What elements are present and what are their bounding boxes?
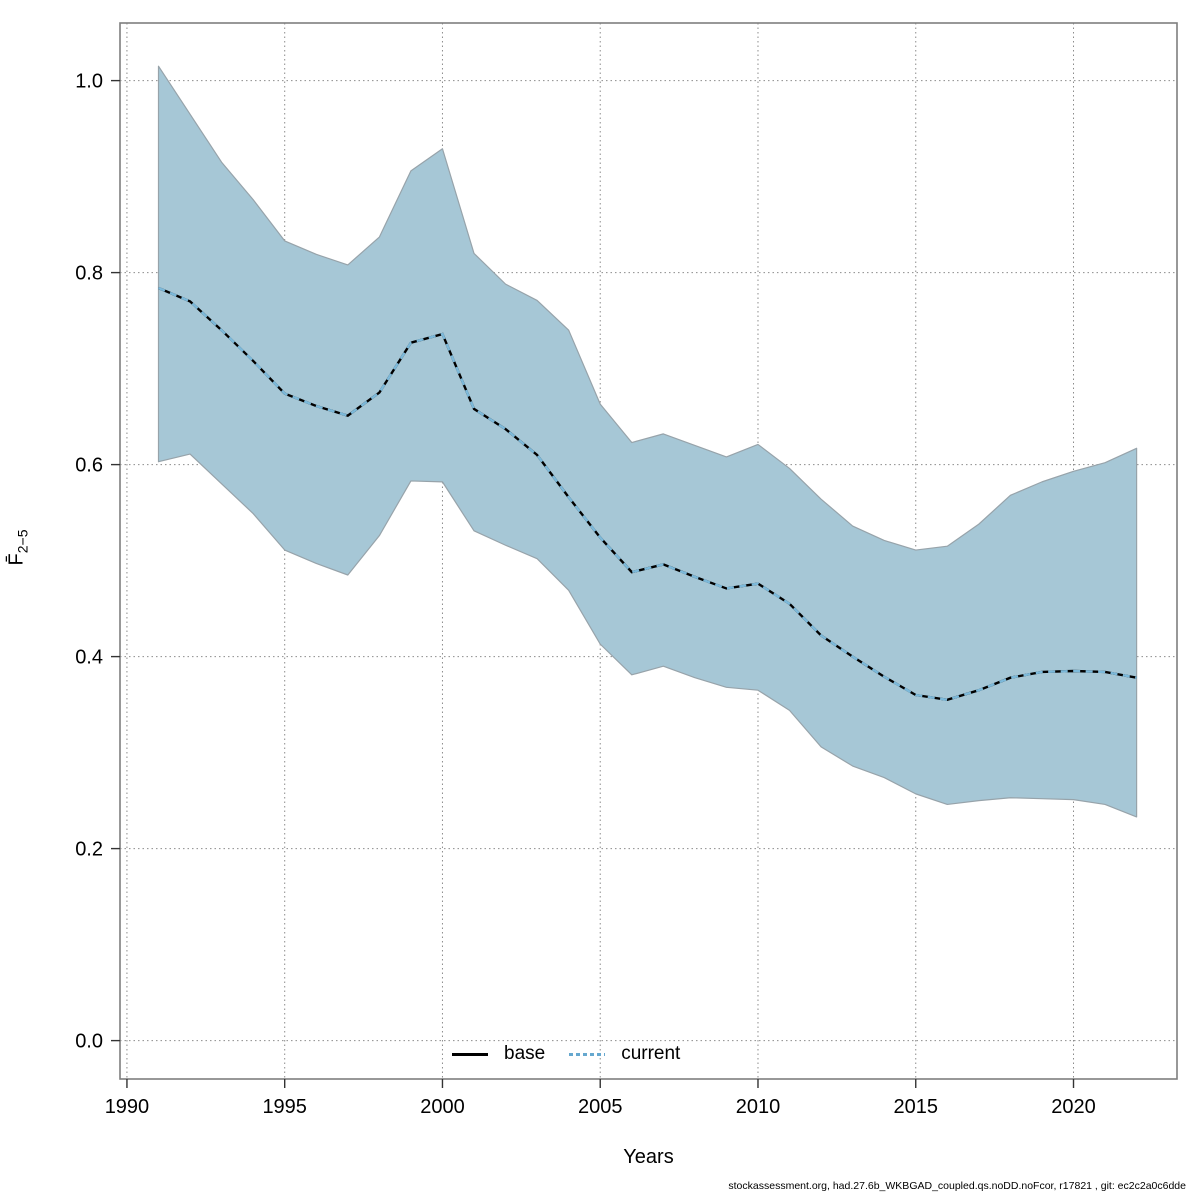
y-axis-title-main: F̄ — [5, 553, 28, 566]
y-axis-title: F̄2−5 — [6, 468, 31, 628]
x-tick-label: 1995 — [262, 1096, 307, 1118]
plot-border — [119, 22, 1178, 1080]
legend-label-current: current — [621, 1043, 681, 1064]
x-tick-label: 1990 — [105, 1096, 150, 1118]
y-tick-label: 0.4 — [75, 647, 103, 669]
y-tick-label: 1.0 — [75, 71, 103, 93]
legend-label-base: base — [504, 1043, 546, 1064]
x-tick-label: 2005 — [578, 1096, 623, 1118]
current-line — [158, 286, 1137, 702]
confidence-band — [157, 65, 1138, 818]
legend: base current — [452, 1043, 680, 1065]
legend-item-base: base — [452, 1043, 545, 1065]
x-tick-label: 2020 — [1051, 1096, 1096, 1118]
y-axis-title-sub: 2−5 — [14, 529, 31, 554]
y-tick-label: 0.2 — [75, 839, 103, 861]
y-tick-label: 0.0 — [75, 1031, 103, 1053]
legend-item-current: current — [569, 1043, 680, 1065]
y-tick-label: 0.6 — [75, 455, 103, 477]
current-line-swatch — [569, 1052, 606, 1056]
x-tick-label: 2015 — [893, 1096, 938, 1118]
x-tick-label: 2000 — [420, 1096, 465, 1118]
x-axis-title: Years — [623, 1146, 674, 1168]
base-line-swatch — [452, 1052, 488, 1056]
y-tick-label: 0.8 — [75, 263, 103, 285]
x-tick-label: 2010 — [736, 1096, 781, 1118]
footer-citation: stockassessment.org, had.27.6b_WKBGAD_co… — [728, 1180, 1186, 1192]
